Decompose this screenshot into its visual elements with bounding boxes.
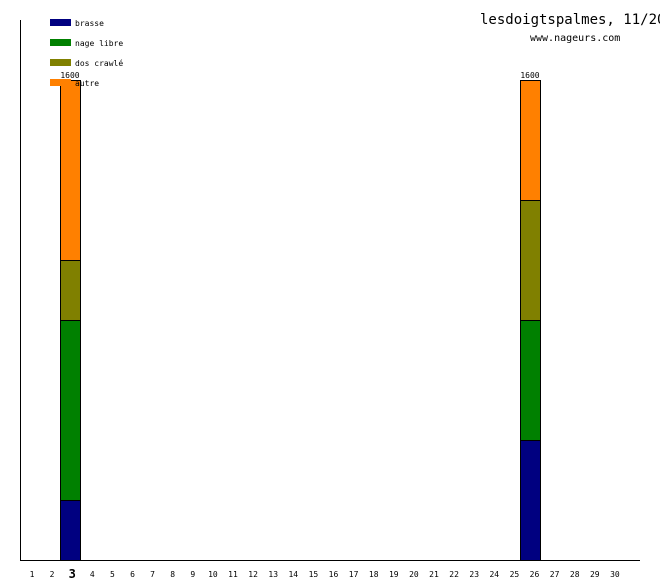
legend-swatch [50, 59, 71, 66]
x-tick-label: 30 [610, 570, 620, 579]
x-tick-label: 1 [30, 570, 35, 579]
legend-label: nage libre [75, 39, 123, 48]
bar-segment-nage-libre-day-3 [60, 320, 81, 501]
legend-label: autre [75, 79, 99, 88]
x-tick-label: 19 [389, 570, 399, 579]
x-tick-label: 29 [590, 570, 600, 579]
legend-swatch [50, 39, 71, 46]
bar-segment-brasse-day-3 [60, 500, 81, 561]
legend: brasse nage libre dos crawlé autre [50, 19, 123, 88]
x-tick-label: 23 [469, 570, 479, 579]
legend-label: brasse [75, 19, 104, 28]
x-tick-label: 8 [170, 570, 175, 579]
x-tick-label: 11 [228, 570, 238, 579]
total-label-day-26: 1600 [520, 71, 539, 80]
x-tick-label: 22 [449, 570, 459, 579]
x-tick-label: 16 [329, 570, 339, 579]
bars [60, 80, 541, 561]
legend-swatch [50, 19, 71, 26]
x-tick-label: 25 [510, 570, 520, 579]
bar-segment-autre-day-26 [520, 80, 541, 201]
bar-segment-dos-crawl--day-3 [60, 260, 81, 321]
total-label-day-3: 1600 [60, 71, 79, 80]
x-tick-label: 14 [288, 570, 298, 579]
legend-label: dos crawlé [75, 58, 123, 68]
x-tick-label: 5 [110, 570, 115, 579]
x-tick-label: 10 [208, 570, 218, 579]
x-tick-label: 3 [69, 567, 76, 580]
x-tick-label: 28 [570, 570, 580, 579]
x-tick-label: 20 [409, 570, 419, 579]
bar-segment-autre-day-3 [60, 80, 81, 261]
x-tick-labels: 1 2 3 4 5 6 7 8 9 10 11 12 13 14 15 16 17 18 19 20 21 22 23 24 2… [30, 567, 620, 580]
legend-swatch [50, 79, 71, 86]
chart-subtitle: www.nageurs.com [530, 33, 620, 44]
x-tick-label: 21 [429, 570, 439, 579]
x-tick-label: 18 [369, 570, 379, 579]
x-tick-label: 27 [550, 570, 560, 579]
x-tick-label: 17 [349, 570, 359, 579]
x-tick-label: 6 [130, 570, 135, 579]
x-tick-label: 26 [530, 570, 540, 579]
x-tick-label: 4 [90, 570, 95, 579]
x-tick-label: 15 [309, 570, 319, 579]
x-tick-label: 7 [150, 570, 155, 579]
bar-segment-dos-crawl--day-26 [520, 200, 541, 321]
x-tick-label: 13 [268, 570, 278, 579]
bar-segment-brasse-day-26 [520, 440, 541, 561]
x-tick-label: 24 [489, 570, 499, 579]
x-tick-label: 2 [50, 570, 55, 579]
chart-title: lesdoigtspalmes, 11/202 [480, 12, 660, 28]
bar-segment-nage-libre-day-26 [520, 320, 541, 441]
total-labels: 1600 1600 [60, 71, 539, 80]
x-tick-label: 12 [248, 570, 258, 579]
x-tick-label: 9 [190, 570, 195, 579]
